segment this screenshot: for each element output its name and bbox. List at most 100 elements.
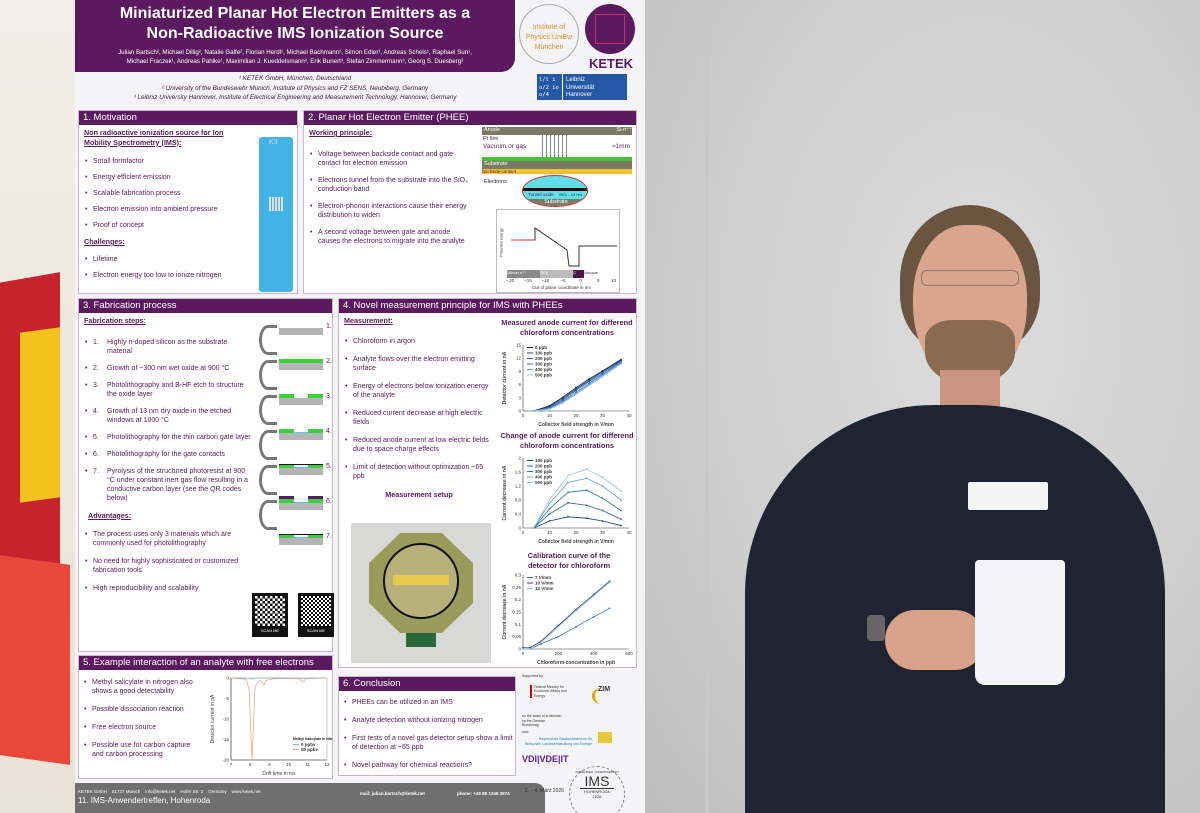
legend-label: 100 ppb bbox=[535, 351, 552, 356]
y-tick-label: 0,25 bbox=[512, 585, 521, 590]
bullet-list: The process uses only 3 materials which … bbox=[84, 530, 244, 593]
section-header: 2. Planar Hot Electron Emitter (PHEE) bbox=[304, 111, 636, 125]
list-item: No need for highly sophisticated or cust… bbox=[84, 557, 244, 575]
x-tick-label: 30 bbox=[600, 413, 606, 418]
bmwi-logo: Federal Ministry for Economic Affairs an… bbox=[530, 684, 570, 698]
event-date: 2. – 4. März 2026 bbox=[525, 788, 564, 794]
list-item: First tests of a novel gas detector setu… bbox=[343, 734, 515, 752]
fabrication-step-diagram: 2. bbox=[259, 356, 332, 390]
step-text: Photolithography for the thin carbon gat… bbox=[107, 433, 251, 441]
data-point bbox=[539, 641, 542, 644]
step-arrow-icon bbox=[259, 500, 277, 530]
x-tick-label: 600 bbox=[625, 651, 633, 656]
step-arrow-icon bbox=[259, 360, 277, 390]
x-tick-label: 11 bbox=[305, 762, 310, 767]
legend-label: 0 ppbv bbox=[301, 742, 316, 747]
poster: Miniaturized Planar Hot Electron Emitter… bbox=[75, 0, 645, 813]
series-line bbox=[533, 516, 622, 529]
y-tick-label: 2 bbox=[518, 456, 521, 461]
decision-note: on the basis of a decision by the German… bbox=[522, 714, 562, 727]
data-point bbox=[588, 380, 591, 383]
qr-code-1[interactable]: SCAN ME bbox=[252, 593, 288, 637]
y-axis-label: Detector current in pA bbox=[210, 694, 216, 743]
y-axis-label: Current decrease in nA bbox=[502, 584, 508, 639]
subheading: Working principle: bbox=[309, 128, 372, 137]
zim-logo: ZIM bbox=[592, 686, 610, 704]
data-point bbox=[588, 379, 591, 382]
data-point bbox=[548, 408, 551, 411]
data-point bbox=[575, 386, 577, 389]
y-tick-label: -5 bbox=[225, 696, 229, 701]
section-measurement: 4. Novel measurement principle for IMS w… bbox=[338, 298, 637, 668]
x-axis-label: Drift time in ms bbox=[262, 771, 296, 777]
data-point bbox=[557, 625, 560, 628]
band-x-tick: −5 bbox=[560, 278, 566, 283]
data-point bbox=[529, 646, 531, 649]
list-item: Free electron source bbox=[83, 723, 203, 732]
list-item: Analyte detection without ionizing nitro… bbox=[343, 716, 515, 725]
footer-event: 11. IMS-Anwendertreffen, Hohenroda bbox=[78, 796, 211, 805]
band-region: Silicon n⁺⁺ bbox=[507, 270, 540, 278]
series-line bbox=[533, 489, 622, 529]
list-item: Reduced anode current at low electric fi… bbox=[344, 436, 494, 454]
name-badge bbox=[968, 482, 1048, 510]
data-point bbox=[548, 507, 551, 510]
fabrication-step: 3. Photolithography and B-HF etch to stru… bbox=[84, 381, 254, 399]
qr-code-2[interactable]: SCAN ME bbox=[298, 593, 334, 637]
bavaria-crest bbox=[598, 732, 612, 743]
legend-label: 300 ppb bbox=[535, 469, 552, 474]
authors-line-2: Michael Fraczek¹, Andreas Pahlke¹, Maxim… bbox=[126, 58, 464, 65]
bullet-list: Lifetime Electron energy too low to ioniz… bbox=[84, 255, 292, 280]
x-tick-label: 20 bbox=[573, 530, 579, 535]
list-item: PHEEs can be utilized in an IMS bbox=[343, 698, 515, 707]
qr-label: SCAN ME bbox=[260, 628, 280, 633]
chart-anode-current: 0 10 20 30 40 0 3 6 9 12 15 Collector field strengt… bbox=[502, 343, 632, 429]
plot-area bbox=[523, 575, 629, 649]
data-point bbox=[588, 384, 591, 387]
electrons-label: Electrons bbox=[484, 179, 507, 185]
data-point bbox=[585, 468, 588, 471]
section-phee: 2. Planar Hot Electron Emitter (PHEE) Wo… bbox=[303, 110, 637, 294]
data-point bbox=[575, 625, 577, 628]
data-point bbox=[522, 646, 524, 649]
footer-address: KETEK GmbH 81737 Munich info@ketek.net H… bbox=[78, 789, 261, 794]
list-item: The process uses only 3 materials which … bbox=[84, 530, 244, 548]
seal-year: 2026 bbox=[592, 794, 602, 799]
series-line bbox=[533, 477, 622, 529]
section-example: 5. Example interaction of an analyte wit… bbox=[78, 655, 333, 779]
list-item: Chloroform in argon bbox=[344, 337, 494, 346]
step-text: Growth of 13 nm dry oxide in the etched … bbox=[107, 407, 232, 424]
data-point bbox=[585, 477, 588, 480]
section-header: 3. Fabrication process bbox=[79, 299, 332, 313]
fabrication-step-diagram: 1. bbox=[259, 321, 332, 355]
x-axis-label: Chloroform concentration in ppb bbox=[537, 660, 615, 666]
sio2-thickness-label: SiO₂ - 13 nm bbox=[559, 192, 582, 197]
x-tick-label: 200 bbox=[555, 651, 563, 656]
band-x-ticks: −20 −15 −10 −5 0 5 10 bbox=[506, 278, 617, 284]
fabrication-step: 4. Growth of 13 nm dry oxide in the etche… bbox=[84, 407, 254, 425]
list-item: Possible use for carbon capture and carb… bbox=[83, 741, 203, 759]
data-point bbox=[561, 402, 564, 404]
data-point bbox=[601, 370, 604, 373]
chart-methyl-salicylate: 7 8 9 10 11 12 -20 -15 -10 -5 0 Drift time in ms Det… bbox=[210, 676, 332, 778]
list-item: Limit of detection without optimization … bbox=[344, 463, 494, 481]
sponsors: Supported by: Federal Ministry for Econo… bbox=[522, 674, 642, 784]
x-tick-label: 9 bbox=[268, 762, 271, 767]
step-arrow-icon bbox=[259, 325, 277, 355]
step-text: Highly n-doped silicon as the substrate … bbox=[107, 338, 228, 355]
y-axis-label: Detector current in nA bbox=[502, 351, 508, 404]
x-tick-label: 10 bbox=[286, 762, 292, 767]
data-point bbox=[548, 499, 551, 501]
y-tick-label: -15 bbox=[222, 737, 229, 742]
backside-label: Backside contact bbox=[482, 169, 632, 174]
section-fabrication: 3. Fabrication process Fabrication steps… bbox=[78, 298, 334, 652]
legend-title: Methyl Salicylate in Nitrogen bbox=[293, 737, 332, 741]
anode-label: Anode bbox=[484, 127, 500, 133]
x-tick-label: 0 bbox=[522, 651, 525, 656]
chip-label: K3 bbox=[269, 139, 278, 146]
y-tick-label: 0,3 bbox=[515, 573, 522, 578]
band-region: C bbox=[573, 270, 584, 278]
data-point bbox=[548, 502, 551, 505]
wristwatch bbox=[867, 615, 885, 641]
legend-label: 400 ppb bbox=[535, 367, 552, 372]
